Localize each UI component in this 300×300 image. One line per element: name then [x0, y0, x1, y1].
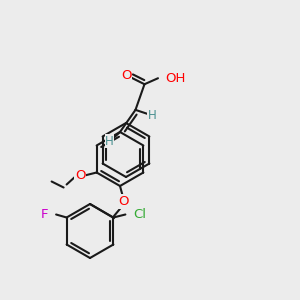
Text: H: H [105, 134, 114, 148]
Text: F: F [41, 208, 49, 221]
Text: H: H [148, 110, 156, 122]
Text: Cl: Cl [133, 208, 146, 221]
Text: O: O [118, 195, 128, 208]
Text: O: O [121, 69, 132, 82]
Text: OH: OH [166, 72, 186, 85]
Text: O: O [75, 169, 86, 182]
